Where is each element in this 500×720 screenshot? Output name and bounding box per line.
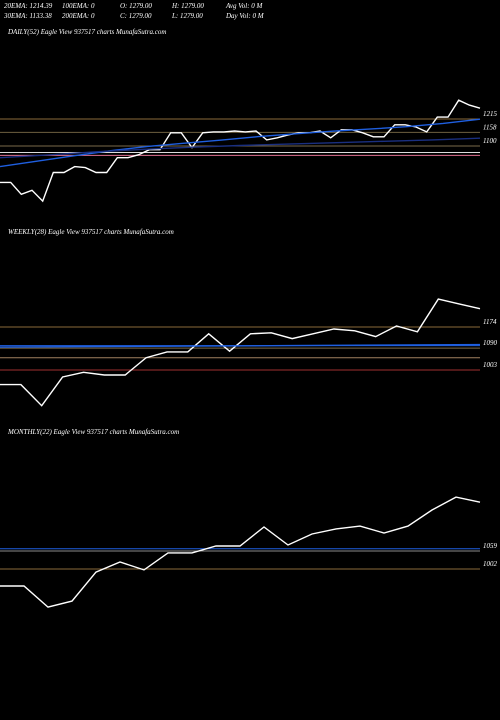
y-tick-label: 1215 bbox=[483, 110, 498, 118]
header-stat: Avg Vol: 0 M bbox=[225, 2, 264, 10]
header-stat: C: 1279.00 bbox=[120, 12, 152, 20]
header-stat: L: 1279.00 bbox=[171, 12, 203, 20]
y-tick-label: 1174 bbox=[483, 318, 497, 326]
y-tick-label: 1059 bbox=[483, 542, 498, 550]
header-stat: Day Vol: 0 M bbox=[225, 12, 265, 20]
y-tick-label: 1100 bbox=[483, 137, 497, 145]
panel-title: MONTHLY(22) Eagle View 937517 charts Mun… bbox=[7, 428, 179, 436]
header-stat: 100EMA: 0 bbox=[62, 2, 95, 10]
header-stat: 30EMA: 1133.38 bbox=[3, 12, 52, 20]
y-tick-label: 1090 bbox=[483, 339, 498, 347]
y-tick-label: 1003 bbox=[483, 361, 498, 369]
panel-title: WEEKLY(28) Eagle View 937517 charts Muna… bbox=[8, 228, 174, 236]
header-stat: 200EMA: 0 bbox=[62, 12, 95, 20]
panel-title: DAILY(52) Eagle View 937517 charts Munaf… bbox=[7, 28, 166, 36]
y-tick-label: 1158 bbox=[483, 123, 497, 131]
price-line bbox=[0, 137, 481, 159]
price-line bbox=[0, 298, 481, 407]
header-stat: O: 1279.00 bbox=[120, 2, 152, 10]
price-line bbox=[0, 343, 481, 348]
price-line bbox=[0, 99, 481, 203]
header-stat: 20EMA: 1214.39 bbox=[4, 2, 53, 10]
price-line bbox=[0, 496, 481, 608]
price-line bbox=[0, 118, 481, 168]
header-stat: H: 1279.00 bbox=[171, 2, 204, 10]
y-tick-label: 1002 bbox=[483, 560, 498, 568]
